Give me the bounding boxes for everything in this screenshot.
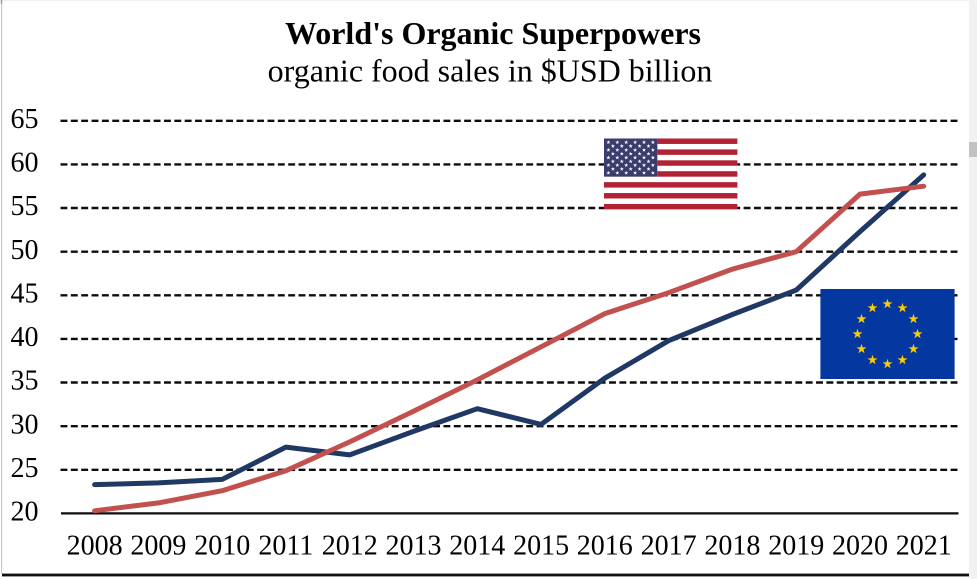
svg-text:20: 20 [11,497,39,528]
svg-text:35: 35 [11,366,39,397]
svg-text:2010: 2010 [194,531,250,562]
svg-text:2017: 2017 [641,531,697,562]
svg-text:60: 60 [11,148,39,179]
svg-text:55: 55 [11,191,39,222]
svg-text:2011: 2011 [258,531,313,562]
svg-text:2012: 2012 [322,531,378,562]
svg-text:2019: 2019 [768,531,824,562]
svg-text:2016: 2016 [577,531,633,562]
svg-text:organic food sales in $USD bil: organic food sales in $USD billion [268,53,713,89]
svg-text:2013: 2013 [386,531,442,562]
svg-text:2008: 2008 [67,531,123,562]
svg-text:65: 65 [11,104,39,135]
svg-text:2020: 2020 [832,531,888,562]
svg-text:45: 45 [11,279,39,310]
svg-text:40: 40 [11,322,39,353]
svg-text:2009: 2009 [130,531,186,562]
svg-text:2021: 2021 [896,531,952,562]
svg-text:2015: 2015 [513,531,569,562]
svg-text:25: 25 [11,453,39,484]
svg-text:50: 50 [11,235,39,266]
svg-text:2018: 2018 [704,531,760,562]
svg-text:30: 30 [11,409,39,440]
svg-text:World's Organic Superpowers: World's Organic Superpowers [285,15,701,51]
svg-text:2014: 2014 [449,531,505,562]
